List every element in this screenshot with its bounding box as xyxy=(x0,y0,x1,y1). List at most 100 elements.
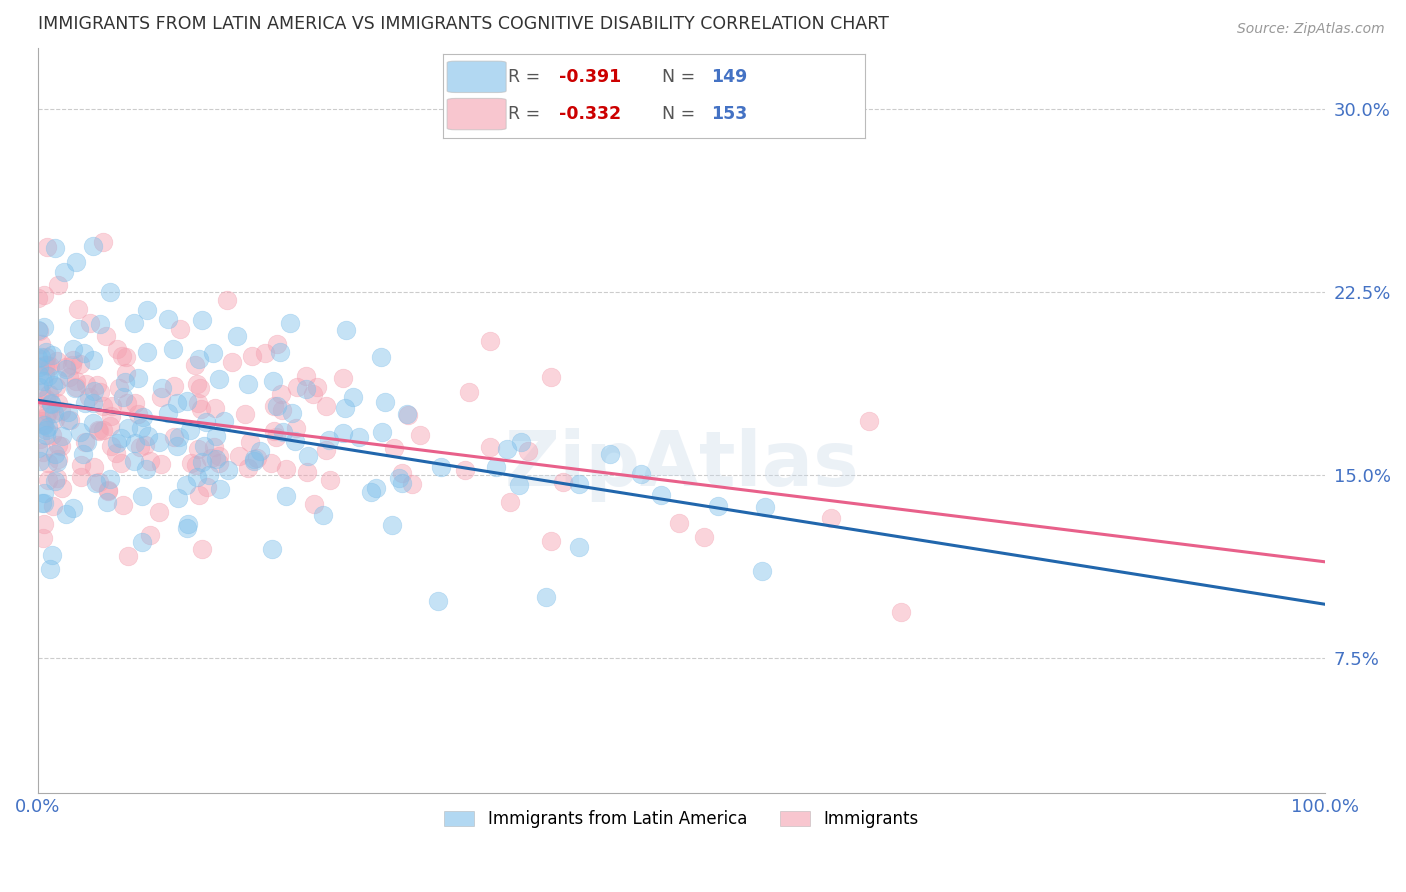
Point xyxy=(190,402,212,417)
Point xyxy=(100,409,122,423)
Point xyxy=(86,377,108,392)
Point xyxy=(46,373,69,387)
Point xyxy=(208,482,231,496)
Point xyxy=(508,478,530,492)
Point xyxy=(42,377,65,392)
Point xyxy=(132,409,155,424)
Point xyxy=(37,369,59,384)
Point xyxy=(266,400,288,414)
Point xyxy=(48,396,70,410)
Point xyxy=(93,423,115,437)
Point xyxy=(37,420,59,434)
Point xyxy=(134,438,156,452)
Point xyxy=(285,380,308,394)
Point xyxy=(35,345,58,359)
Point xyxy=(77,390,100,404)
Point xyxy=(205,451,228,466)
Point xyxy=(79,316,101,330)
Point xyxy=(41,548,63,562)
Point xyxy=(269,345,291,359)
Point xyxy=(65,381,87,395)
Text: IMMIGRANTS FROM LATIN AMERICA VS IMMIGRANTS COGNITIVE DISABILITY CORRELATION CHA: IMMIGRANTS FROM LATIN AMERICA VS IMMIGRA… xyxy=(38,15,889,33)
Point xyxy=(41,348,63,362)
Point xyxy=(30,351,52,365)
Point xyxy=(191,541,214,556)
Point xyxy=(319,474,342,488)
Point xyxy=(31,531,53,545)
Point xyxy=(31,417,53,431)
Point xyxy=(65,374,87,388)
Point xyxy=(91,235,114,249)
Point xyxy=(30,336,52,351)
Point xyxy=(42,500,65,514)
Point xyxy=(342,390,364,404)
Point xyxy=(101,400,124,414)
Point xyxy=(39,396,62,410)
Point xyxy=(91,399,114,413)
Point xyxy=(238,460,260,475)
Point xyxy=(89,317,111,331)
Point xyxy=(266,430,288,444)
Point xyxy=(100,439,122,453)
Point xyxy=(163,379,186,393)
Point xyxy=(65,380,87,394)
Point xyxy=(204,401,226,416)
Point xyxy=(205,429,228,443)
Point xyxy=(46,451,69,466)
Point xyxy=(335,323,357,337)
Point xyxy=(360,485,382,500)
Point xyxy=(226,329,249,343)
Point xyxy=(186,470,208,484)
Point xyxy=(751,564,773,578)
Point xyxy=(388,471,411,485)
Point xyxy=(28,368,51,382)
Point xyxy=(122,454,145,468)
Point xyxy=(55,359,77,374)
Point xyxy=(32,320,55,334)
Point xyxy=(228,449,250,463)
Point xyxy=(139,454,162,468)
FancyBboxPatch shape xyxy=(447,98,506,130)
Point xyxy=(371,425,394,439)
Point xyxy=(499,494,522,508)
Point xyxy=(28,399,51,413)
Point xyxy=(98,472,121,486)
Point xyxy=(73,435,96,450)
Point xyxy=(217,463,239,477)
Point xyxy=(295,465,318,479)
Point xyxy=(75,395,97,409)
Point xyxy=(335,401,357,415)
Point xyxy=(32,417,55,432)
Point xyxy=(49,403,72,417)
Point xyxy=(45,380,67,394)
Text: 153: 153 xyxy=(710,105,747,123)
Point xyxy=(239,434,262,449)
Point xyxy=(98,285,121,299)
Point xyxy=(270,403,292,417)
Point xyxy=(98,418,121,433)
Point xyxy=(381,518,404,533)
Point xyxy=(127,407,149,421)
Point xyxy=(39,359,62,374)
Point xyxy=(195,415,218,429)
Point xyxy=(266,336,288,351)
Point xyxy=(302,386,325,401)
Point xyxy=(69,425,91,439)
Point xyxy=(166,439,188,453)
Point xyxy=(190,381,212,395)
Point xyxy=(73,346,96,360)
Point xyxy=(32,486,55,500)
Point xyxy=(163,430,186,444)
Point xyxy=(83,384,105,398)
Point xyxy=(187,488,209,502)
Point xyxy=(200,451,222,466)
Point xyxy=(183,358,205,372)
Point xyxy=(115,366,138,380)
Point xyxy=(236,377,259,392)
Point xyxy=(157,406,180,420)
Point xyxy=(890,605,912,619)
Point xyxy=(27,351,49,365)
Point xyxy=(115,350,138,364)
Point xyxy=(87,475,110,489)
Point xyxy=(274,489,297,503)
